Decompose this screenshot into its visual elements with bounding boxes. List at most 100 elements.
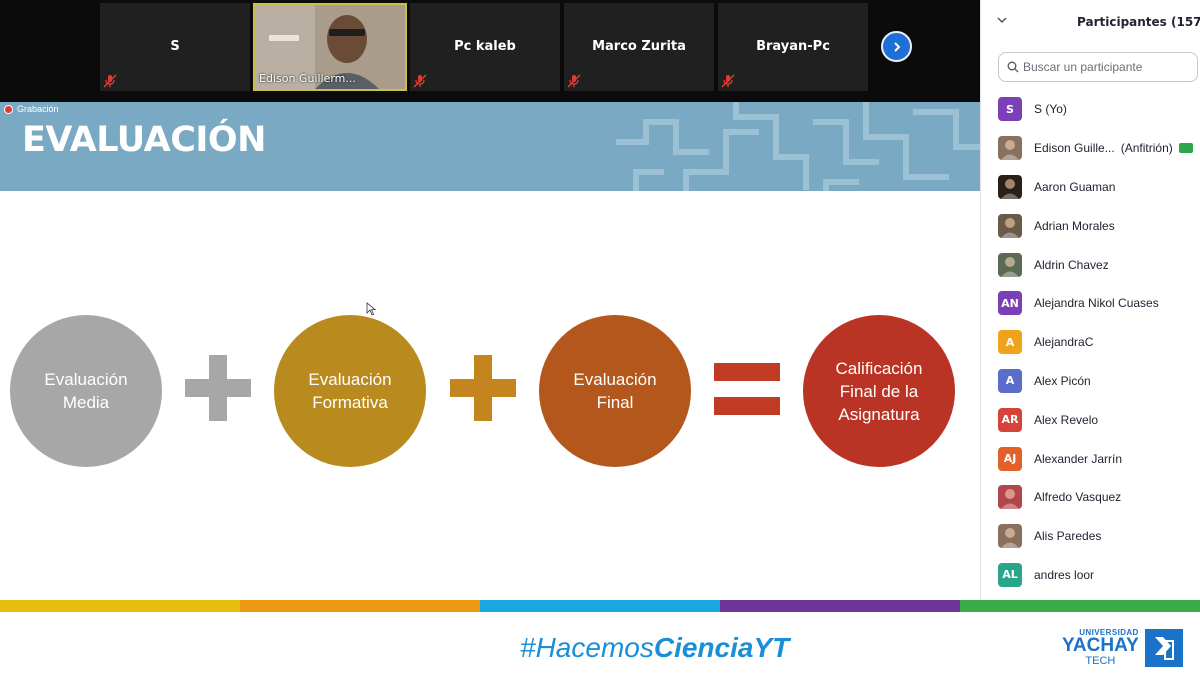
participant-row[interactable]: AL andres loor xyxy=(981,556,1200,595)
participant-row[interactable]: Aaron Guaman xyxy=(981,168,1200,207)
color-bar-segment xyxy=(960,600,1200,612)
hashtag-text: #HacemosCienciaYT xyxy=(520,632,789,664)
participant-role: (Anfitrión) xyxy=(1120,141,1173,156)
color-bar-segment xyxy=(240,600,480,612)
circle-line: Final xyxy=(596,393,634,412)
tile-name: Edison Guillerm... xyxy=(259,72,356,85)
participant-initials-avatar: AN xyxy=(998,291,1022,316)
participant-row[interactable]: AN Alejandra Nikol Cuases xyxy=(981,284,1200,323)
participant-row[interactable]: S S (Yo) xyxy=(981,90,1200,129)
logo-line-1: UNIVERSIDAD xyxy=(1079,628,1139,637)
participant-name: Aldrin Chavez xyxy=(1034,257,1109,272)
participant-row[interactable]: Aldrin Chavez xyxy=(981,245,1200,284)
participant-name: Alis Paredes xyxy=(1034,529,1102,544)
hashtag-bold: CienciaYT xyxy=(653,632,790,663)
video-tile-pc-kaleb[interactable]: Pc kaleb xyxy=(410,3,560,91)
slide-title: EVALUACIÓN xyxy=(22,120,266,160)
mic-muted-icon xyxy=(413,74,427,88)
yachay-tech-logo: UNIVERSIDAD YACHAY TECH xyxy=(1062,628,1183,667)
participant-name: Alex Picón xyxy=(1034,373,1091,388)
participant-initials-avatar: S xyxy=(998,97,1022,122)
circle-line: Asignatura xyxy=(838,404,920,424)
search-input[interactable] xyxy=(1023,60,1183,74)
participant-row[interactable]: Alfredo Vasquez xyxy=(981,478,1200,517)
shared-slide: Grabación EVALUACIÓN Evaluación Media Ev… xyxy=(0,102,980,612)
equals-sign xyxy=(714,363,780,415)
circle-calificacion-final: Calificación Final de la Asignatura xyxy=(803,315,955,467)
circle-line: Evaluación xyxy=(308,370,392,389)
circle-line: Evaluación xyxy=(573,370,657,389)
participant-name: Alejandra Nikol Cuases xyxy=(1034,296,1159,311)
participant-name: Aaron Guaman xyxy=(1034,179,1116,194)
mic-muted-icon xyxy=(103,74,117,88)
circle-evaluacion-final: Evaluación Final xyxy=(539,315,691,467)
host-camera-badge-icon xyxy=(1178,143,1193,154)
circle-line: Final de la xyxy=(839,381,919,401)
participant-name: Alex Revelo xyxy=(1034,412,1099,427)
slide-footer: #HacemosCienciaYT UNIVERSIDAD YACHAY TEC… xyxy=(0,612,1200,688)
participant-photo-avatar xyxy=(998,524,1022,549)
recording-indicator: Grabación xyxy=(4,104,59,114)
color-bar-segment xyxy=(720,600,960,612)
participant-row[interactable]: Edison Guille... (Anfitrión) xyxy=(981,129,1200,168)
tile-name: Brayan-Pc xyxy=(756,39,830,54)
participant-row[interactable]: AR Alex Revelo xyxy=(981,400,1200,439)
participant-row[interactable]: AJ Alexander Jarrín xyxy=(981,439,1200,478)
participant-name: S (Yo) xyxy=(1034,102,1067,117)
logo-mark-icon xyxy=(1144,628,1183,667)
search-icon xyxy=(1007,61,1019,73)
circle-line: Calificación xyxy=(835,358,923,378)
slide-banner: Grabación EVALUACIÓN xyxy=(0,102,980,191)
recording-label: Grabación xyxy=(17,104,59,114)
video-strip: S Edison Guillerm... Pc kaleb Marco Zuri… xyxy=(0,0,980,102)
color-bar-segment xyxy=(0,600,240,612)
participant-name: Alexander Jarrín xyxy=(1034,451,1123,466)
chevron-right-icon xyxy=(893,41,900,52)
participants-panel: Participantes (157) S S (Yo) Edison Guille… xyxy=(980,0,1200,600)
circle-evaluacion-formativa: Evaluación Formativa xyxy=(274,315,426,467)
circle-evaluacion-media: Evaluación Media xyxy=(10,315,162,467)
participants-header: Participantes (157) xyxy=(981,0,1200,44)
participant-photo-avatar xyxy=(998,485,1022,510)
video-tile-edison[interactable]: Edison Guillerm... xyxy=(253,3,407,91)
video-tile-marco-zurita[interactable]: Marco Zurita xyxy=(564,3,714,91)
mic-muted-icon xyxy=(567,74,581,88)
participant-name: Edison Guille... xyxy=(1034,141,1115,156)
logo-line-2: YACHAY xyxy=(1062,635,1139,656)
hashtag-prefix: #Hacemos xyxy=(520,632,654,663)
participant-row[interactable]: Alis Paredes xyxy=(981,517,1200,556)
circle-line: Media xyxy=(62,393,110,412)
participants-title: Participantes (157) xyxy=(1077,15,1200,29)
plus-sign-gray xyxy=(185,355,251,421)
tile-name: Pc kaleb xyxy=(454,39,516,54)
recording-dot-icon xyxy=(4,104,13,114)
participant-photo-avatar xyxy=(998,174,1022,199)
tile-name: Marco Zurita xyxy=(592,39,686,54)
participant-initials-avatar: AJ xyxy=(998,446,1022,471)
participant-search-box[interactable] xyxy=(998,52,1198,82)
camera-feed-image xyxy=(255,5,405,89)
chevron-down-icon[interactable] xyxy=(995,13,1009,27)
video-tile-s[interactable]: S xyxy=(100,3,250,91)
participant-row[interactable]: Adrian Morales xyxy=(981,206,1200,245)
tile-name: S xyxy=(170,39,180,54)
participant-photo-avatar xyxy=(998,252,1022,277)
banner-pattern-graphic xyxy=(616,102,980,191)
participant-initials-avatar: AL xyxy=(998,562,1022,587)
circle-line: Evaluación xyxy=(44,370,128,389)
participant-initials-avatar: AR xyxy=(998,407,1022,432)
participant-name: Adrian Morales xyxy=(1034,218,1115,233)
logo-text: UNIVERSIDAD YACHAY TECH xyxy=(1062,628,1139,667)
participant-name: AlejandraC xyxy=(1034,335,1094,350)
participant-name: andres loor xyxy=(1034,567,1095,582)
mouse-cursor-icon xyxy=(366,302,376,316)
participant-row[interactable]: A AlejandraC xyxy=(981,323,1200,362)
participant-photo-avatar xyxy=(998,136,1022,161)
participant-row[interactable]: A Alex Picón xyxy=(981,362,1200,401)
video-tile-brayan-pc[interactable]: Brayan-Pc xyxy=(718,3,868,91)
color-bar-segment xyxy=(480,600,720,612)
participant-photo-avatar xyxy=(998,213,1022,238)
next-page-button[interactable] xyxy=(881,31,912,62)
participant-initials-avatar: A xyxy=(998,368,1022,393)
